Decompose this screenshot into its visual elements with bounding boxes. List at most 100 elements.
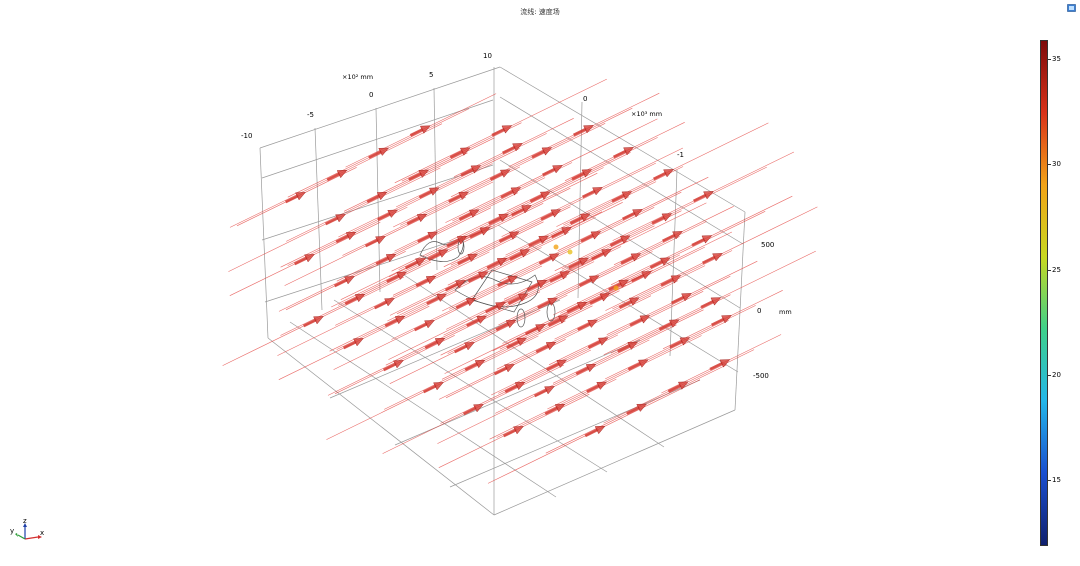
velocity-arrow bbox=[458, 209, 480, 221]
velocity-arrow bbox=[506, 337, 528, 349]
velocity-arrow bbox=[424, 337, 446, 350]
velocity-arrow bbox=[662, 231, 683, 243]
velocity-arrow bbox=[591, 249, 612, 261]
velocity-arrow bbox=[500, 187, 522, 199]
y-tick-label: -5 bbox=[307, 111, 314, 119]
velocity-arrow bbox=[460, 165, 482, 177]
velocity-arrow bbox=[303, 316, 324, 328]
velocity-arrow bbox=[609, 235, 631, 247]
z-tick-label: 500 bbox=[761, 241, 774, 249]
colorbar-tick-mark bbox=[1048, 164, 1051, 165]
streamlines bbox=[222, 78, 818, 484]
velocity-arrow bbox=[488, 213, 510, 225]
velocity-arrow bbox=[446, 235, 468, 248]
velocity-arrow bbox=[549, 271, 571, 283]
velocity-arrow bbox=[409, 125, 431, 137]
velocity-arrow bbox=[589, 293, 611, 305]
velocity-arrow bbox=[294, 254, 315, 266]
velocity-arrow bbox=[538, 253, 560, 265]
y-tick-label: -10 bbox=[241, 132, 252, 140]
velocity-arrow bbox=[418, 187, 440, 199]
colorbar-tick-label: 15 bbox=[1052, 476, 1061, 484]
velocity-arrow bbox=[325, 214, 346, 226]
velocity-arrow bbox=[366, 191, 388, 204]
x-axis-unit: ×10³ mm bbox=[631, 110, 662, 118]
velocity-arrow bbox=[566, 301, 588, 314]
velocity-arrow bbox=[547, 315, 569, 327]
velocity-arrow bbox=[542, 165, 563, 177]
velocity-arrow bbox=[653, 169, 674, 181]
velocity-arrow bbox=[649, 257, 671, 269]
velocity-arrow bbox=[702, 253, 723, 265]
velocity-arrow bbox=[463, 404, 484, 416]
velocity-arrow bbox=[569, 213, 591, 225]
velocity-arrow bbox=[568, 257, 590, 269]
velocity-arrow bbox=[365, 236, 386, 248]
velocity-arrow bbox=[497, 275, 519, 287]
x-tick-label: 0 bbox=[583, 95, 587, 103]
velocity-arrow bbox=[423, 382, 444, 394]
velocity-arrow bbox=[629, 315, 651, 327]
velocity-arrow bbox=[626, 403, 648, 415]
colorbar bbox=[1040, 40, 1048, 546]
velocity-arrow bbox=[651, 213, 673, 225]
velocity-arrow bbox=[669, 337, 691, 349]
velocity-arrow bbox=[469, 227, 491, 239]
axis-triad: x z y bbox=[10, 517, 44, 540]
velocity-arrow bbox=[335, 231, 357, 244]
triad-y-label: y bbox=[10, 527, 14, 535]
velocity-marker-slow bbox=[567, 249, 573, 255]
colorbar-tick-label: 25 bbox=[1052, 266, 1061, 274]
colorbar-tick-label: 35 bbox=[1052, 55, 1061, 63]
velocity-arrow bbox=[408, 169, 430, 181]
velocity-arrow bbox=[486, 257, 508, 270]
velocity-arrow bbox=[285, 192, 306, 204]
velocity-arrow bbox=[631, 271, 652, 283]
export-image-icon[interactable] bbox=[1067, 4, 1076, 12]
velocity-arrow bbox=[502, 143, 523, 155]
velocity-arrow bbox=[383, 360, 404, 372]
velocity-arrow bbox=[511, 205, 532, 217]
colorbar-tick-label: 20 bbox=[1052, 371, 1061, 379]
velocity-arrow bbox=[507, 293, 529, 305]
velocity-arrow bbox=[611, 191, 633, 203]
velocity-arrow bbox=[573, 125, 594, 137]
velocity-arrow bbox=[586, 381, 608, 393]
velocity-arrow bbox=[622, 209, 643, 221]
colorbar-tick-mark bbox=[1048, 270, 1051, 271]
velocity-arrow bbox=[544, 403, 566, 416]
z-tick-label: -500 bbox=[753, 372, 769, 380]
velocity-arrow bbox=[489, 169, 511, 181]
velocity-arrow bbox=[691, 235, 713, 247]
velocity-arrow bbox=[529, 191, 551, 203]
velocity-arrow bbox=[415, 275, 437, 288]
velocity-arrow bbox=[531, 147, 553, 159]
velocity-arrow bbox=[660, 275, 682, 287]
y-tick-label: 0 bbox=[369, 91, 373, 99]
velocity-arrow bbox=[326, 169, 348, 182]
velocity-arrow bbox=[449, 147, 471, 159]
velocity-arrow bbox=[464, 359, 486, 372]
velocity-arrow bbox=[454, 342, 475, 354]
velocity-arrow bbox=[525, 324, 546, 336]
velocity-arrow bbox=[693, 191, 714, 203]
velocity-arrow bbox=[658, 319, 680, 331]
velocity-arrow bbox=[495, 319, 517, 332]
velocity-arrow bbox=[491, 125, 513, 137]
velocity-arrow bbox=[426, 293, 448, 305]
velocity-arrow bbox=[700, 297, 722, 309]
velocity-arrow bbox=[509, 249, 531, 261]
velocity-arrow bbox=[377, 209, 399, 221]
velocity-arrow bbox=[575, 363, 597, 376]
velocity-arrows bbox=[285, 125, 732, 438]
velocity-arrow bbox=[417, 231, 439, 243]
velocity-arrow bbox=[406, 213, 428, 226]
velocity-arrow bbox=[374, 298, 395, 310]
velocity-marker-slow bbox=[613, 285, 619, 291]
velocity-arrow bbox=[627, 359, 649, 371]
velocity-arrow bbox=[582, 187, 603, 199]
velocity-arrow bbox=[587, 337, 609, 349]
velocity-arrow bbox=[504, 381, 526, 394]
velocity-arrow bbox=[551, 227, 572, 239]
